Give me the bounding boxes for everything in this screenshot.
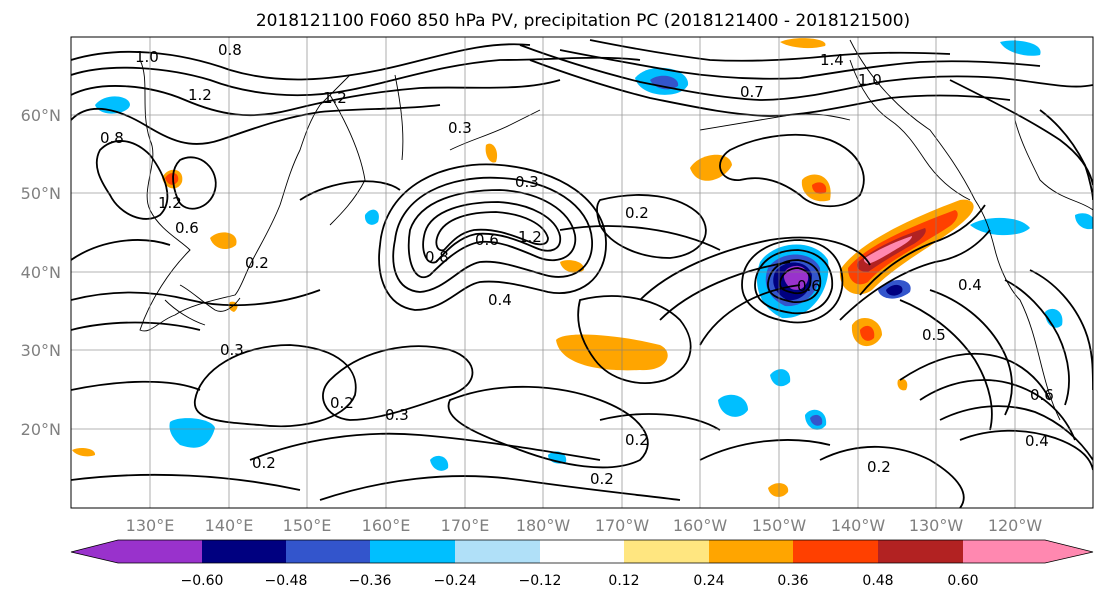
map-panel: 1.0 0.8 1.2 1.2 0.8 0.6 1.2 0.2 0.3 0.2 … [70,36,1094,509]
lon-label: 150°E [283,516,332,535]
contour-label: 0.3 [220,341,244,359]
lon-label: 140°W [831,516,886,535]
lat-label: 40°N [21,263,61,282]
colorbar-swatch [963,540,1093,563]
contour-label: 1.0 [858,71,882,89]
colorbar-tick: −0.12 [519,573,562,589]
contour-labels: 1.0 0.8 1.2 1.2 0.8 0.6 1.2 0.2 0.3 0.2 … [100,41,1054,488]
colorbar-outline [70,539,1094,564]
colorbar-tick: −0.24 [434,573,477,589]
contour-label: 0.6 [1030,386,1054,404]
lon-label: 140°E [205,516,254,535]
colorbar-tick: −0.48 [265,573,308,589]
contour-label: 0.8 [100,129,124,147]
colorbar-swatch [202,540,286,563]
contour-label: 1.2 [188,86,212,104]
pv-contours [71,39,1093,508]
lon-label: 160°W [673,516,728,535]
lon-label: 170°W [595,516,650,535]
colorbar-swatch [71,540,202,563]
contour-label: 0.2 [330,394,354,412]
colorbar-tick: −0.60 [181,573,224,589]
contour-label: 0.3 [448,119,472,137]
colorbar-swatches [71,540,1093,563]
lon-label: 170°E [441,516,490,535]
map-background [71,37,1093,508]
contour-label: 1.2 [518,228,542,246]
contour-label: 0.2 [252,454,276,472]
colorbar-swatch [370,540,455,563]
colorbar-tick: 0.36 [777,573,808,589]
colorbar-swatch [709,540,793,563]
lon-label: 160°E [362,516,411,535]
lon-label: 180°W [516,516,571,535]
lat-label: 50°N [21,184,61,203]
contour-label: 0.2 [590,470,614,488]
lon-label: 130°W [909,516,964,535]
contour-label: 0.7 [740,83,764,101]
colorbar-swatch [793,540,878,563]
contour-label: 1.0 [135,48,159,66]
colorbar-swatch [624,540,709,563]
contour-label: 0.3 [515,173,539,191]
colorbar-ticks: −0.60 −0.48 −0.36 −0.24 −0.12 0.12 0.24 … [181,573,979,589]
colorbar-swatch [540,540,624,563]
lat-label: 60°N [21,106,61,125]
contour-label: 0.5 [922,326,946,344]
contour-label: 0.4 [1025,432,1049,450]
map-frame [70,36,1094,509]
colorbar-tick: 0.12 [608,573,639,589]
colorbar-tick: −0.36 [349,573,392,589]
colorbar-tick: 0.48 [862,573,893,589]
contour-label: 0.6 [797,277,821,295]
colorbar-swatch [286,540,370,563]
contour-label: 0.3 [385,406,409,424]
colorbar-swatch [878,540,963,563]
colorbar-tick: 0.24 [693,573,724,589]
contour-label: 0.4 [488,291,512,309]
contour-label: 1.2 [158,194,182,212]
contour-label: 0.6 [475,231,499,249]
lon-label: 130°E [126,516,175,535]
contour-label: 0.2 [867,458,891,476]
contour-label: 1.4 [820,51,844,69]
lat-label: 20°N [21,420,61,439]
contour-label: 0.8 [218,41,242,59]
contour-label: 0.4 [958,276,982,294]
contour-label: 0.8 [425,248,449,266]
contour-label: 0.2 [625,204,649,222]
lat-label: 30°N [21,341,61,360]
lon-label: 120°W [988,516,1043,535]
longitude-labels: 130°E 140°E 150°E 160°E 170°E 180°W 170°… [126,516,1043,535]
lon-label: 150°W [752,516,807,535]
latitude-labels: 60°N 50°N 40°N 30°N 20°N [21,106,61,439]
contour-label: 0.2 [625,431,649,449]
colorbar: −0.60 −0.48 −0.36 −0.24 −0.12 0.12 0.24 … [70,539,1094,589]
colorbar-swatch [455,540,540,563]
figure-title: 2018121100 F060 850 hPa PV, precipitatio… [256,11,910,31]
contour-label: 0.2 [245,254,269,272]
graticule [71,37,1093,508]
colorbar-tick: 0.60 [947,573,978,589]
contour-label: 0.6 [175,219,199,237]
contour-label: 1.2 [323,89,347,107]
